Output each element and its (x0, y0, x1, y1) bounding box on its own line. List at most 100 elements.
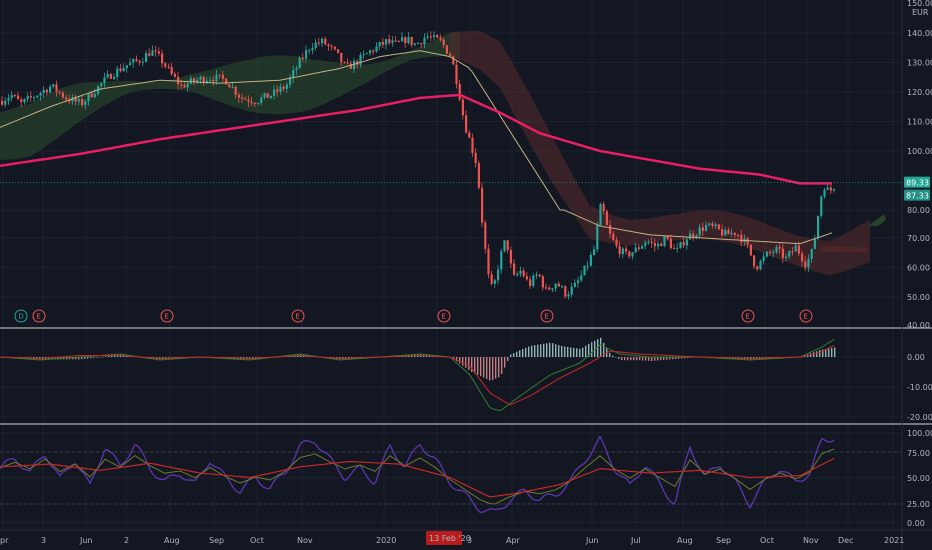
candle[interactable] (538, 274, 541, 277)
candle[interactable] (759, 260, 762, 270)
earnings-marker[interactable] (437, 309, 451, 323)
candle[interactable] (71, 97, 74, 102)
candle[interactable] (497, 269, 500, 281)
candle[interactable] (493, 280, 496, 284)
candle[interactable] (695, 235, 698, 237)
candle[interactable] (583, 265, 586, 276)
candle[interactable] (138, 60, 141, 63)
candle[interactable] (74, 97, 77, 102)
candle[interactable] (628, 251, 631, 257)
candle[interactable] (551, 288, 554, 290)
candle[interactable] (826, 187, 829, 190)
candle[interactable] (276, 89, 279, 92)
candle[interactable] (801, 253, 804, 262)
candle[interactable] (762, 256, 765, 261)
candle[interactable] (87, 93, 90, 102)
candle[interactable] (148, 53, 151, 56)
candle[interactable] (154, 50, 157, 52)
candle[interactable] (196, 79, 199, 82)
candle[interactable] (573, 282, 576, 287)
candle[interactable] (327, 44, 330, 46)
candle[interactable] (298, 57, 301, 69)
candle[interactable] (333, 46, 336, 50)
candle[interactable] (733, 232, 736, 235)
candle[interactable] (727, 229, 730, 235)
candle[interactable] (567, 294, 570, 297)
candle[interactable] (61, 92, 64, 98)
candle[interactable] (324, 38, 327, 45)
candle[interactable] (186, 83, 189, 88)
candle[interactable] (676, 247, 679, 249)
candle[interactable] (65, 97, 68, 100)
candle[interactable] (769, 251, 772, 253)
candle[interactable] (292, 69, 295, 78)
candle[interactable] (337, 49, 340, 53)
candle[interactable] (481, 187, 484, 223)
candle[interactable] (618, 245, 621, 255)
candle[interactable] (647, 242, 650, 244)
candle[interactable] (314, 42, 317, 48)
candle[interactable] (273, 89, 276, 96)
candle[interactable] (740, 234, 743, 243)
candle[interactable] (10, 95, 13, 98)
candle[interactable] (81, 99, 84, 106)
candle[interactable] (615, 239, 618, 246)
candle[interactable] (561, 286, 564, 288)
candle[interactable] (164, 63, 167, 67)
rsi-pane[interactable] (0, 435, 902, 513)
candle[interactable] (679, 242, 682, 248)
candle[interactable] (353, 60, 356, 69)
candle[interactable] (420, 43, 423, 45)
candle[interactable] (369, 50, 372, 54)
candle[interactable] (349, 63, 352, 69)
candle[interactable] (257, 102, 260, 104)
candle[interactable] (666, 236, 669, 239)
candle[interactable] (820, 196, 823, 216)
candle[interactable] (17, 95, 20, 100)
candle[interactable] (455, 64, 458, 84)
candle[interactable] (791, 251, 794, 253)
candle[interactable] (404, 37, 407, 44)
candle[interactable] (532, 275, 535, 287)
candle[interactable] (541, 276, 544, 288)
candle[interactable] (359, 55, 362, 65)
candle[interactable] (660, 243, 663, 247)
candle[interactable] (388, 39, 391, 43)
candle[interactable] (609, 225, 612, 234)
macd-pane[interactable] (0, 337, 836, 411)
candle[interactable] (49, 86, 52, 93)
candle[interactable] (564, 286, 567, 297)
candle[interactable] (756, 266, 759, 270)
candle[interactable] (701, 227, 704, 231)
candle[interactable] (593, 249, 596, 255)
candle[interactable] (365, 53, 368, 55)
candle[interactable] (548, 287, 551, 290)
candle[interactable] (202, 77, 205, 83)
candle[interactable] (503, 240, 506, 252)
candle[interactable] (29, 96, 32, 98)
candle[interactable] (279, 86, 282, 92)
candle[interactable] (778, 246, 781, 249)
candle[interactable] (58, 91, 61, 93)
candle[interactable] (442, 39, 445, 46)
candle[interactable] (788, 251, 791, 257)
candle[interactable] (823, 189, 826, 197)
candle[interactable] (7, 97, 10, 101)
candle[interactable] (785, 256, 788, 258)
candle[interactable] (372, 50, 375, 52)
candle[interactable] (90, 93, 93, 98)
candle[interactable] (119, 68, 122, 72)
earnings-marker[interactable] (540, 309, 554, 323)
candle[interactable] (205, 80, 208, 83)
candle[interactable] (247, 99, 250, 102)
candle[interactable] (634, 247, 637, 253)
candle[interactable] (689, 233, 692, 240)
earnings-marker[interactable] (291, 309, 305, 323)
candle[interactable] (477, 163, 480, 188)
candle[interactable] (426, 36, 429, 38)
candle[interactable] (500, 251, 503, 270)
candle[interactable] (244, 98, 247, 100)
candle[interactable] (55, 84, 58, 92)
candle[interactable] (145, 53, 148, 62)
